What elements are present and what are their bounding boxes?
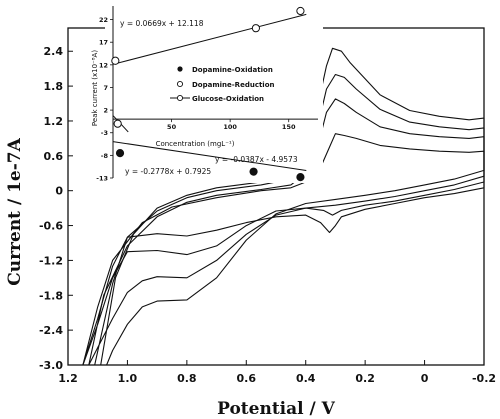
inset-y-tick-label: 7: [103, 84, 108, 92]
inset-y-tick-label: 2: [103, 107, 108, 115]
point-glucose-oxidation: [251, 24, 261, 33]
x-tick-label: 1.0: [118, 372, 138, 385]
inset-background: [105, 3, 323, 183]
legend-label-dopamine-reduction: Dopamine-Reduction: [192, 81, 275, 89]
y-tick-label: -0.6: [39, 220, 63, 233]
inset-x-tick-label: 100: [223, 123, 237, 131]
x-tick-label: 1.2: [58, 372, 78, 385]
y-tick-label: 0.6: [44, 150, 64, 163]
glucose-fit-equation: y = 0.0669x + 12.118: [120, 19, 204, 28]
x-tick-label: 0: [421, 372, 429, 385]
x-tick-label: 0.8: [177, 372, 197, 385]
inset-y-tick-label: -13: [96, 175, 108, 183]
y-tick-label: 0: [55, 185, 63, 198]
inset-x-axis-title: Concentration (mgL⁻¹): [156, 140, 235, 148]
point-dopamine-oxidation: [115, 149, 125, 158]
inset-y-tick-label: 12: [99, 61, 108, 69]
y-tick-label: 1.2: [44, 115, 64, 128]
dopamine-oxidation-fit-equation: y = -0.0387x - 4.9573: [215, 155, 298, 164]
x-tick-label: 0.6: [237, 372, 257, 385]
point-glucose-oxidation: [111, 56, 120, 65]
legend-label-dopamine-oxidation: Dopamine-Oxidation: [192, 66, 273, 74]
y-tick-label: -3.0: [39, 359, 63, 372]
dopamine-reduction-fit-equation: y = -0.2778x + 0.7925: [125, 167, 211, 176]
point-dopamine-oxidation: [296, 172, 305, 182]
fit-line-dopamine-oxidation: [112, 141, 307, 171]
x-axis-title: Potential / V: [217, 399, 336, 419]
y-tick-label: -1.2: [39, 254, 63, 267]
legend-marker-glucose-oxidation: [176, 94, 184, 102]
x-tick-label: -0.2: [472, 372, 496, 385]
y-axis-title: Current / 1e-7A: [5, 137, 25, 285]
inset-x-tick-label: 150: [282, 123, 296, 131]
point-dopamine-reduction: [113, 119, 122, 128]
inset-chart: 22 17 12 7 2 -3 -8 -13 50 100 150 Peak current (x1…: [91, 3, 323, 183]
legend-marker-dopamine-reduction: [176, 80, 184, 88]
point-dopamine-oxidation: [249, 167, 258, 176]
x-tick-label: 0.2: [355, 372, 375, 385]
fit-line-glucose-oxidation: [112, 13, 307, 65]
inset-axes: 22 17 12 7 2 -3 -8 -13 50 100 150: [96, 6, 318, 183]
y-tick-label: -1.8: [39, 289, 63, 302]
inset-y-axis-title: Peak current (x10⁻⁸A): [91, 50, 99, 126]
inset-points: [111, 6, 305, 182]
y-tick-label: -2.4: [39, 324, 63, 337]
inset-legend: Dopamine-Oxidation Dopamine-Reduction Gl…: [170, 66, 275, 103]
x-tick-label: 0.4: [296, 372, 316, 385]
inset-y-tick-label: -8: [101, 152, 109, 160]
y-tick-label: 1.8: [44, 80, 64, 93]
inset-y-tick-label: 17: [99, 39, 108, 47]
inset-y-tick-label: -3: [101, 129, 108, 137]
main-axes: 1.2 1.0 0.8 0.6 0.4 0.2 0 -0.2 2.4 1.8 1.2 0.6 0 -0.6…: [39, 27, 496, 385]
point-glucose-oxidation: [296, 6, 305, 16]
legend-label-glucose-oxidation: Glucose-Oxidation: [192, 95, 264, 103]
y-tick-label: 2.4: [44, 45, 64, 58]
inset-y-tick-label: 22: [99, 16, 108, 24]
legend-marker-dopamine-oxidation: [177, 66, 183, 72]
inset-x-tick-label: 50: [167, 123, 177, 131]
